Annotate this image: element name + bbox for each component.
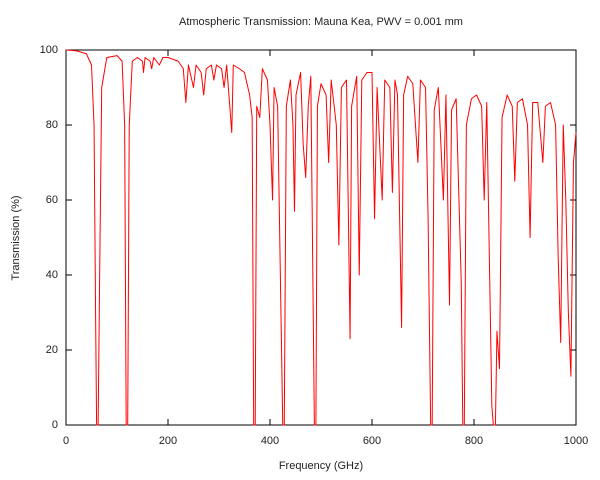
- y-tick-label: 60: [46, 194, 58, 206]
- y-tick-label: 80: [46, 119, 58, 131]
- y-tick-label: 40: [46, 269, 58, 281]
- x-axis-label: Frequency (GHz): [279, 460, 363, 472]
- y-tick-label: 0: [52, 419, 58, 431]
- data-line: [65, 49, 577, 426]
- x-tick-label: 800: [465, 435, 483, 447]
- x-tick-label: 200: [159, 435, 177, 447]
- chart-title: Atmospheric Transmission: Mauna Kea, PWV…: [179, 16, 463, 28]
- x-tick-label: 400: [261, 435, 279, 447]
- y-tick-label: 20: [46, 344, 58, 356]
- plot-frame: [65, 49, 577, 426]
- x-tick-label: 1000: [564, 435, 588, 447]
- y-axis-label: Transmission (%): [10, 195, 22, 280]
- x-tick-label: 0: [63, 435, 69, 447]
- y-tick-label: 100: [40, 44, 58, 56]
- x-tick-label: 600: [363, 435, 381, 447]
